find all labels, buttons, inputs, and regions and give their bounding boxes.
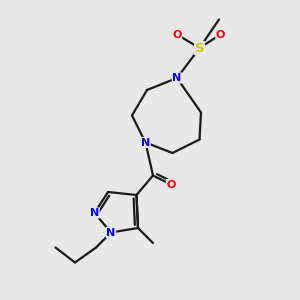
Text: S: S	[195, 41, 204, 55]
Text: O: O	[166, 179, 176, 190]
Text: O: O	[172, 29, 182, 40]
Text: N: N	[141, 137, 150, 148]
Text: N: N	[106, 227, 116, 238]
Text: N: N	[90, 208, 99, 218]
Text: N: N	[172, 73, 182, 83]
Text: O: O	[216, 29, 225, 40]
